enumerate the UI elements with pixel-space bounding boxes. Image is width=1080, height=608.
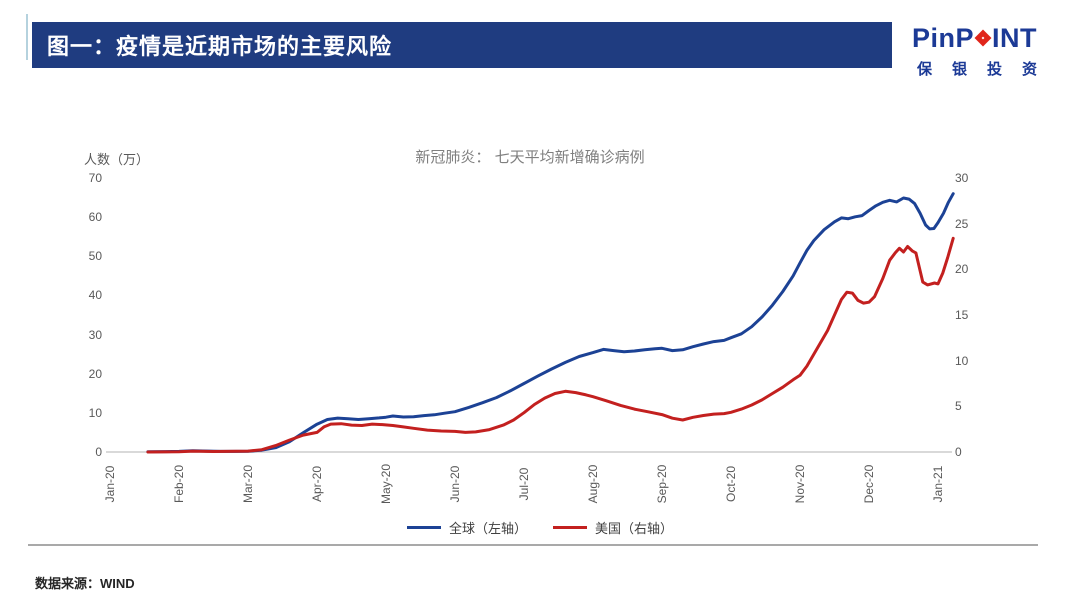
y-right-tick-label: 15 [955, 308, 969, 322]
brand-wordmark: PinP INT [912, 25, 1052, 52]
y-right-tick-label: 0 [955, 445, 962, 459]
legend-label-us: 美国（右轴） [595, 521, 674, 536]
us-line-swatch-icon [553, 526, 587, 529]
y-left-tick-label: 40 [88, 288, 102, 303]
brand-chinese-name: 保银投资 [917, 62, 1058, 78]
footer-divider [28, 544, 1038, 546]
legend-item-global: 全球（左轴） [406, 518, 527, 537]
data-source: 数据来源：WIND [35, 576, 135, 591]
figure-title-bar: 图一：疫情是近期市场的主要风险 [32, 22, 892, 68]
y-right-tick-label: 20 [955, 262, 969, 277]
y-left-axis-title: 人数（万） [84, 152, 150, 167]
page-edge-accent [26, 14, 28, 60]
y-left-tick-label: 20 [88, 366, 102, 381]
global-line-swatch-icon [406, 526, 441, 529]
wordmark-right: INT [992, 23, 1038, 53]
y-right-tick-label: 25 [955, 216, 969, 231]
y-left-tick-label: 70 [88, 171, 102, 185]
y-right-tick-label: 30 [955, 171, 969, 185]
brand-logo: PinP INT 保银投资 [912, 25, 1052, 79]
y-left-tick-label: 10 [88, 405, 102, 420]
chart-legend: 全球（左轴） 美国（右轴） [0, 518, 1080, 537]
legend-item-us: 美国（右轴） [553, 518, 673, 537]
y-left-tick-label: 60 [88, 210, 102, 225]
y-right-tick-label: 5 [955, 399, 962, 414]
y-left-tick-label: 30 [88, 327, 102, 342]
wordmark-left: PinP [912, 23, 975, 53]
chart-title: 新冠肺炎： 七天平均新增确诊病例 [415, 149, 645, 166]
y-left-tick-label: 50 [88, 249, 102, 264]
series-line-us [146, 236, 955, 454]
series-line-global [146, 192, 955, 454]
y-right-tick-label: 10 [955, 353, 969, 368]
legend-label-global: 全球（左轴） [448, 521, 527, 536]
figure-title: 图一：疫情是近期市场的主要风险 [47, 34, 393, 59]
y-left-tick-label: 0 [95, 445, 102, 459]
